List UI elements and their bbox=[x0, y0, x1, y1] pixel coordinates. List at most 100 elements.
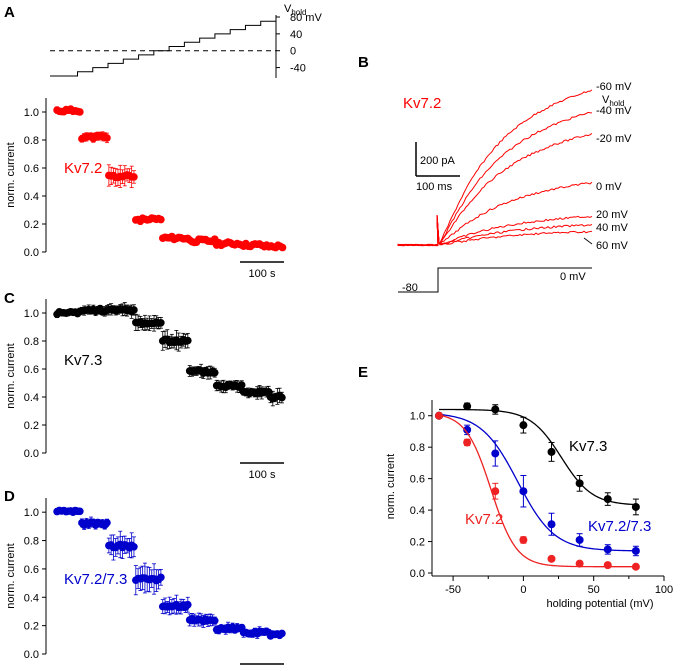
data-point bbox=[519, 421, 528, 430]
y-tick-label: 0.0 bbox=[24, 448, 39, 460]
data-point bbox=[491, 487, 500, 496]
current-trace bbox=[397, 214, 593, 247]
y-axis-label: norm. current bbox=[5, 543, 17, 608]
protocol-tick-label: 80 mV bbox=[290, 12, 322, 24]
trace-label: 40 mV bbox=[596, 222, 628, 234]
fit-curve bbox=[438, 413, 636, 552]
x-tick-label: 50 bbox=[588, 584, 600, 596]
panel-label-e: E bbox=[358, 364, 368, 381]
protocol-tick-label: 40 bbox=[290, 29, 302, 41]
data-point bbox=[210, 616, 219, 625]
scalebar-label: 100 s bbox=[249, 469, 276, 481]
y-tick-label: 0.8 bbox=[24, 536, 39, 548]
series-label: Kv7.2 bbox=[465, 511, 503, 528]
data-point bbox=[157, 215, 165, 224]
x-axis-label: holding potential (mV) bbox=[546, 598, 653, 610]
y-axis-label: norm. current bbox=[385, 454, 397, 519]
data-point bbox=[237, 381, 246, 389]
data-point bbox=[463, 425, 472, 434]
label-kv7273-d: Kv7.2/7.3 bbox=[64, 571, 127, 588]
data-point bbox=[519, 535, 528, 544]
scalebar-time-label: 100 ms bbox=[416, 181, 453, 193]
fit-curve bbox=[438, 414, 636, 568]
fit-curve bbox=[439, 408, 636, 506]
y-tick-label: 0.6 bbox=[410, 474, 425, 486]
trace-label: -20 mV bbox=[596, 133, 632, 145]
y-tick-label: 0.0 bbox=[24, 247, 39, 259]
panel-label-a: A bbox=[4, 4, 15, 21]
data-point bbox=[278, 629, 286, 638]
data-point bbox=[130, 542, 138, 551]
y-tick-label: 0.6 bbox=[24, 364, 39, 376]
scalebar-label: 100 s bbox=[249, 268, 276, 280]
data-point bbox=[603, 545, 612, 554]
trace-label: 20 mV bbox=[596, 209, 628, 221]
timecourse-kv72: 0.0 0.2 0.4 0.6 0.8 1.0 norm. current 100 s bbox=[5, 98, 287, 280]
y-tick-label: 0.8 bbox=[24, 135, 39, 147]
y-tick-label: 1.0 bbox=[24, 308, 39, 320]
data-point bbox=[603, 561, 612, 570]
panel-label-c: C bbox=[4, 290, 15, 307]
label-kv73-c: Kv7.3 bbox=[64, 352, 102, 369]
y-tick-label: 0.2 bbox=[24, 621, 39, 633]
protocol-step-line bbox=[50, 17, 277, 77]
protocol-tick-label: 0 bbox=[290, 46, 296, 58]
y-axis-label: norm. current bbox=[5, 142, 17, 207]
current-trace bbox=[397, 214, 593, 247]
current-trace bbox=[397, 89, 593, 247]
data-point bbox=[575, 535, 584, 544]
data-point bbox=[76, 507, 84, 516]
y-tick-label: 0.2 bbox=[24, 420, 39, 432]
data-point bbox=[603, 495, 612, 504]
data-point bbox=[575, 559, 584, 568]
step-post-label: 0 mV bbox=[560, 271, 586, 283]
data-point bbox=[491, 449, 500, 458]
x-tick-label: 100 bbox=[655, 584, 673, 596]
trace-label: 0 mV bbox=[596, 181, 622, 193]
y-tick-label: 0.4 bbox=[410, 505, 425, 517]
label-kv72-a: Kv7.2 bbox=[64, 160, 102, 177]
voltage-step bbox=[398, 267, 592, 293]
data-point bbox=[575, 479, 584, 488]
data-point bbox=[184, 600, 192, 609]
data-point bbox=[157, 573, 165, 582]
data-point bbox=[463, 402, 472, 411]
trace-label: -60 mV bbox=[596, 81, 632, 93]
data-point bbox=[491, 405, 500, 414]
data-point bbox=[547, 554, 556, 563]
y-tick-label: 0.8 bbox=[24, 336, 39, 348]
holding-protocol: 80 mV 40 0 -40 bbox=[50, 12, 322, 78]
panel-label-b: B bbox=[358, 54, 369, 71]
data-point bbox=[157, 319, 165, 327]
data-point bbox=[210, 368, 219, 377]
data-point bbox=[278, 393, 286, 402]
y-tick-label: 0.4 bbox=[24, 592, 39, 604]
data-point bbox=[435, 411, 444, 420]
data-point bbox=[184, 336, 192, 345]
data-point bbox=[547, 447, 556, 456]
x-tick-label: -50 bbox=[445, 584, 461, 596]
y-tick-label: 1.0 bbox=[24, 107, 39, 119]
data-point bbox=[103, 518, 111, 527]
timecourse-kv73: 0.0 0.2 0.4 0.6 0.8 1.0 norm. current 100 s bbox=[5, 299, 286, 481]
y-tick-label: 0.2 bbox=[410, 537, 425, 549]
data-point bbox=[130, 173, 138, 181]
trace-label: 60 mV bbox=[596, 240, 628, 252]
y-tick-label: 1.0 bbox=[24, 507, 39, 519]
label-kv72-b: Kv7.2 bbox=[403, 95, 441, 112]
y-tick-label: 0.8 bbox=[410, 442, 425, 454]
data-point bbox=[547, 520, 556, 529]
data-point bbox=[103, 134, 111, 142]
data-point bbox=[76, 108, 84, 116]
y-axis-label: norm. current bbox=[5, 343, 17, 408]
y-tick-label: 0.6 bbox=[24, 564, 39, 576]
step-pre-label: -80 bbox=[402, 282, 418, 294]
y-tick-label: 0.0 bbox=[24, 649, 39, 661]
data-point bbox=[463, 438, 472, 447]
x-tick-label: 0 bbox=[520, 584, 526, 596]
y-tick-label: 0.2 bbox=[24, 219, 39, 231]
y-tick-label: 0.0 bbox=[410, 568, 425, 580]
